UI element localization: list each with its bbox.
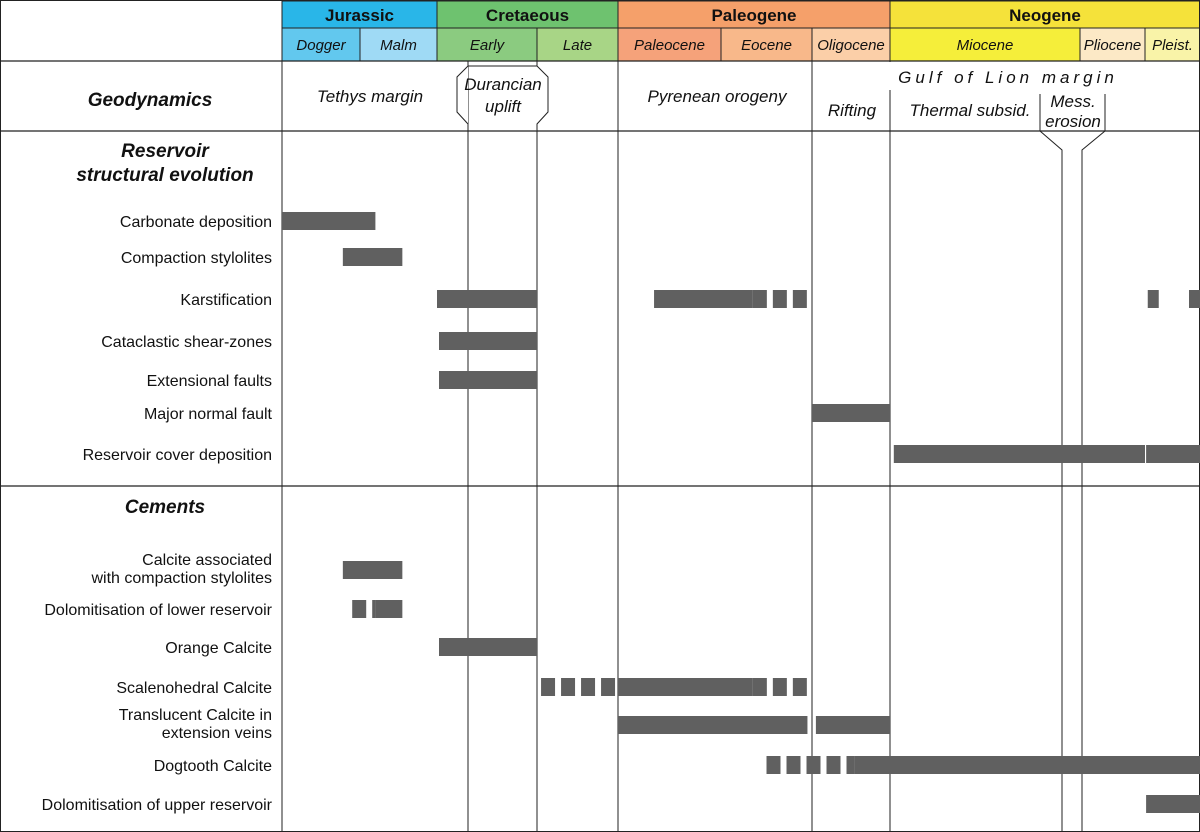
thermal-subsidence-label: Thermal subsid.	[910, 101, 1031, 120]
period-label: Neogene	[1009, 6, 1081, 25]
event-bar	[1189, 290, 1200, 308]
event-bar-dash	[561, 678, 576, 696]
epoch-label: Late	[563, 37, 592, 54]
durancian-label: Durancian	[464, 75, 542, 94]
event-bar-dash	[792, 678, 807, 696]
event-bar-dash	[601, 678, 616, 696]
event-bar	[812, 404, 890, 422]
messinian-label: Mess.	[1050, 92, 1095, 111]
event-bar	[618, 716, 808, 734]
section-title: structural evolution	[76, 165, 253, 186]
section-title: Cements	[125, 497, 205, 518]
row-label: Dolomitisation of upper reservoir	[42, 797, 273, 814]
event-bars	[282, 212, 1200, 813]
row-label: Major normal fault	[144, 406, 273, 423]
event-bar-dash	[792, 290, 807, 308]
epoch-label: Early	[470, 37, 506, 54]
row-label: Orange Calcite	[165, 640, 272, 657]
period-cell	[436, 0, 619, 29]
event-bar	[1146, 795, 1200, 813]
epoch-cell	[1079, 27, 1146, 62]
time-scale-header: Jurassic Cretaeous Paleogene Neogene Dogger M…	[281, 0, 1200, 62]
row-label: Extensional faults	[147, 373, 272, 390]
event-bar	[342, 561, 403, 579]
epoch-cell	[1144, 27, 1200, 62]
epoch-cell	[436, 27, 538, 62]
geodynamics-title: Geodynamics	[88, 90, 213, 111]
rifting-label: Rifting	[828, 101, 877, 120]
row-label: Calcite associated	[142, 552, 272, 569]
event-bar	[439, 332, 537, 350]
epoch-label: Eocene	[741, 37, 792, 54]
event-bar-dash	[772, 678, 787, 696]
event-bar-dash	[826, 756, 841, 774]
event-bar	[437, 290, 537, 308]
epoch-label: Dogger	[296, 37, 346, 54]
period-label: Jurassic	[325, 6, 394, 25]
row-label: Dolomitisation of lower reservoir	[44, 602, 272, 619]
event-bar-dash	[786, 756, 801, 774]
epoch-cell	[811, 27, 891, 62]
row-label: Dogtooth Calcite	[154, 758, 272, 775]
row-label: Cataclastic shear-zones	[101, 334, 272, 351]
row-label: Scalenohedral Calcite	[116, 680, 272, 697]
row-labels: Reservoir structural evolution Carbonate d…	[42, 141, 273, 814]
uplift-label: uplift	[485, 97, 522, 116]
epoch-label: Miocene	[957, 37, 1014, 54]
event-bar-dash	[541, 678, 556, 696]
durancian-hexagon	[456, 65, 549, 131]
row-label: Karstification	[180, 292, 272, 309]
event-bar	[439, 371, 537, 389]
epoch-cell	[720, 27, 813, 62]
erosion-label: erosion	[1045, 112, 1101, 131]
event-bar-dash	[806, 756, 821, 774]
row-label: with compaction stylolites	[90, 570, 272, 587]
pyrenean-orogeny-label: Pyrenean orogeny	[648, 87, 788, 106]
event-bar-dash	[581, 678, 596, 696]
gulf-label-mask	[884, 62, 896, 90]
event-bar-dash	[846, 756, 855, 774]
event-bar	[618, 678, 753, 696]
row-label: Compaction stylolites	[121, 250, 272, 267]
epoch-cell	[889, 27, 1081, 62]
event-bar	[854, 756, 1200, 774]
epoch-label: Pleist.	[1152, 37, 1193, 54]
event-bar-dash	[752, 290, 767, 308]
row-label: Reservoir cover deposition	[83, 447, 272, 464]
event-bar	[893, 445, 1145, 463]
event-bar	[1146, 445, 1200, 463]
messinian-line-left	[1039, 94, 1063, 832]
event-bar-dash	[752, 678, 767, 696]
section-title: Reservoir	[121, 141, 210, 162]
row-label: Carbonate deposition	[120, 214, 272, 231]
event-bar-dash	[372, 600, 376, 618]
row-label: extension veins	[162, 725, 272, 742]
event-bar-dash	[352, 600, 367, 618]
event-bar	[815, 716, 890, 734]
period-cell	[281, 0, 438, 29]
tethys-margin-label: Tethys margin	[317, 87, 423, 106]
epoch-label: Malm	[380, 37, 417, 54]
event-bar	[654, 290, 753, 308]
messinian-line-right	[1081, 94, 1106, 832]
event-bar	[1147, 290, 1159, 308]
event-bar-dash	[772, 290, 787, 308]
row-label: Translucent Calcite in	[119, 707, 272, 724]
period-label: Paleogene	[711, 6, 796, 25]
epoch-label: Paleocene	[634, 37, 705, 54]
epoch-label: Pliocene	[1084, 37, 1142, 54]
geodynamics-row: Geodynamics Tethys margin Durancian uplift P…	[88, 68, 1118, 131]
event-bar	[342, 248, 403, 266]
period-label: Cretaeous	[486, 6, 569, 25]
gulf-of-lion-label: Gulf of Lion margin	[898, 68, 1118, 87]
epoch-label: Oligocene	[817, 37, 885, 54]
event-bar	[375, 600, 403, 618]
event-bar	[439, 638, 537, 656]
event-bar-dash	[766, 756, 781, 774]
event-bar	[282, 212, 376, 230]
